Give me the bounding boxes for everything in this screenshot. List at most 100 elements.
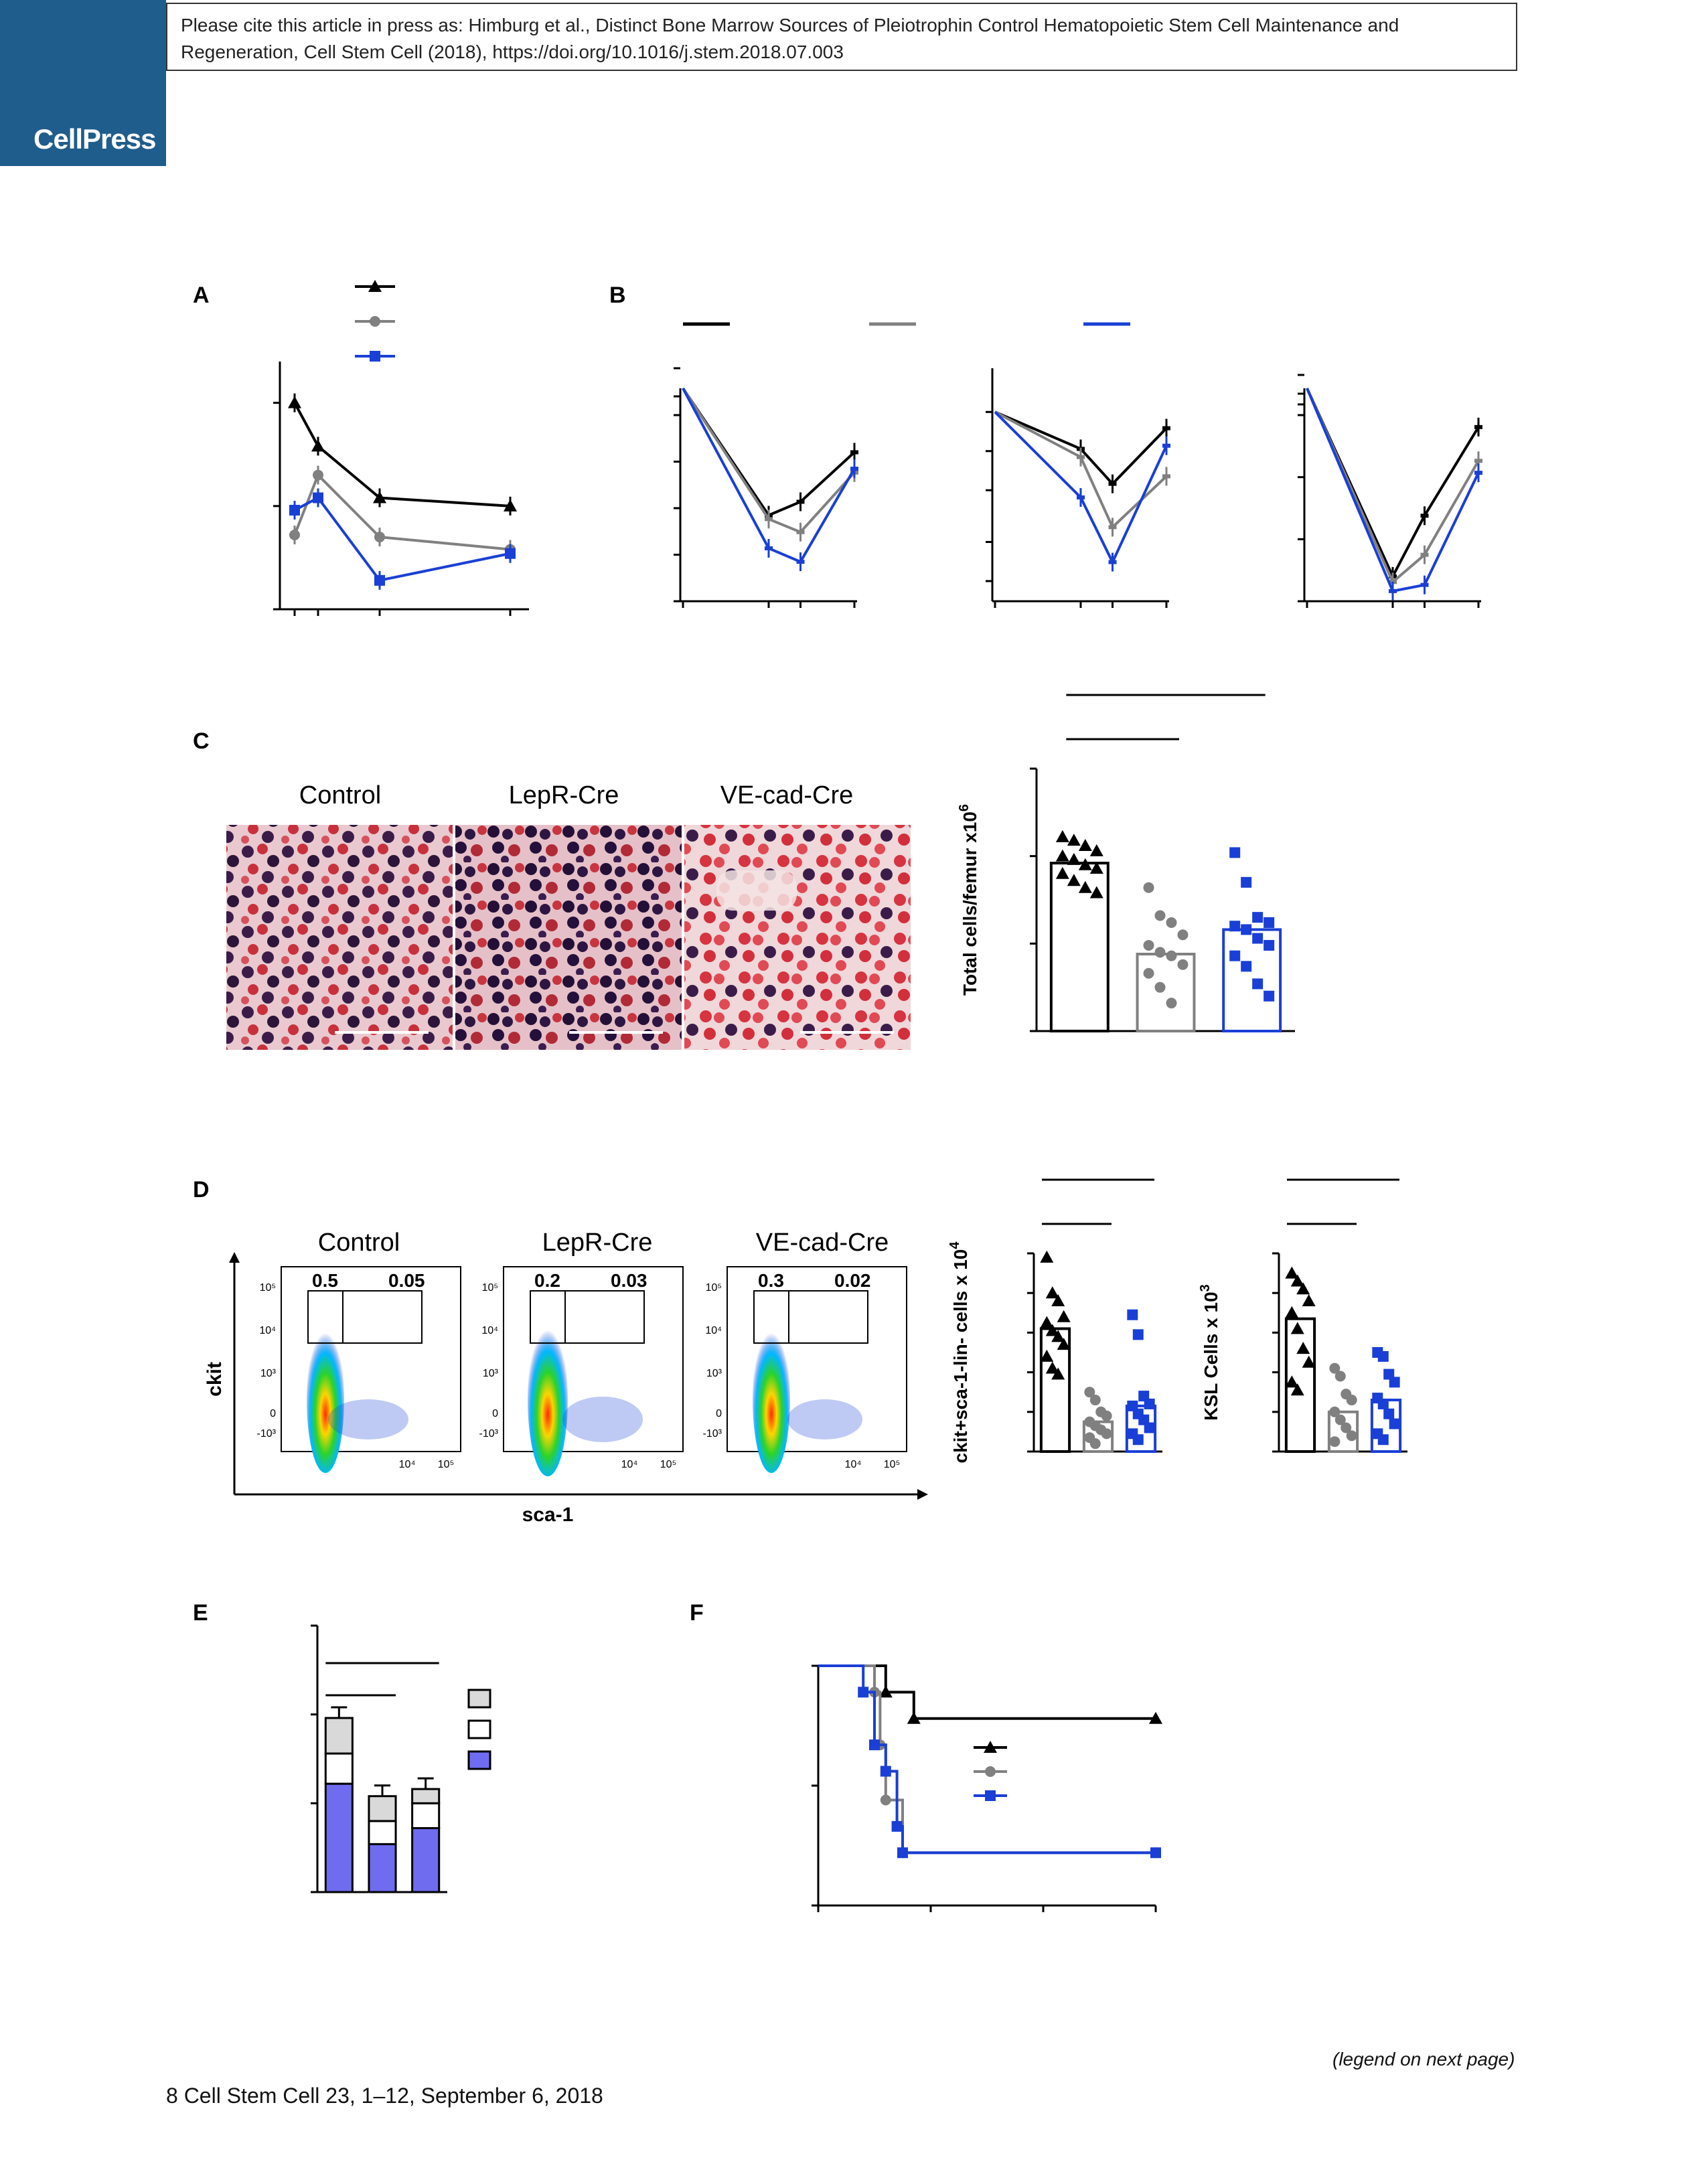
- panel-label-d: D: [193, 1177, 210, 1202]
- d-bar2-data-point: [1389, 1418, 1400, 1429]
- d-bar2-data-point: [1302, 1355, 1316, 1368]
- f-event-marker: [891, 1820, 903, 1832]
- histology-panels: Control LepR-Cre VE-cad-Cre: [226, 781, 911, 1050]
- flow-xtick-label: 10⁵: [884, 1459, 900, 1470]
- b-wbc-point: [796, 499, 805, 504]
- d-bar2-ylabel-text: KSL Cells x 10: [1201, 1292, 1221, 1420]
- d-bar2-data-point: [1285, 1306, 1299, 1318]
- flow-xtick-label: 10⁴: [845, 1459, 862, 1470]
- d-bar1-data-point: [1057, 1338, 1071, 1350]
- d-bar2-data-point: [1377, 1350, 1389, 1362]
- b-lymph-series-line: [1306, 388, 1480, 593]
- flow-plot-control: 0.5 0.05: [281, 1266, 461, 1473]
- b-neu-point: [1108, 525, 1117, 530]
- gate-value-lepr-left: 0.2: [534, 1270, 560, 1291]
- f-event-marker: [880, 1766, 891, 1777]
- c-bar-data-point: [1264, 990, 1275, 1002]
- c-bar-data-point: [1241, 876, 1252, 888]
- d-bar2-data-point: [1329, 1406, 1341, 1417]
- flow-title-vecad: VE-cad-Cre: [756, 1229, 889, 1257]
- b-wbc-series-line: [682, 387, 856, 534]
- b-wbc-series-line: [682, 388, 856, 564]
- panel-label-b: B: [609, 283, 626, 308]
- histo-title-control: Control: [299, 781, 382, 809]
- e-bar-segment: [411, 1788, 441, 1804]
- a-point: [289, 505, 300, 516]
- c-bar-data-point: [1229, 921, 1241, 932]
- c-bar-data-point: [1067, 874, 1081, 886]
- f-event-marker: [869, 1739, 880, 1751]
- b-lymph-point: [1474, 459, 1482, 463]
- b-lymph-point: [1420, 514, 1429, 518]
- flow-ytick-label: -10³: [257, 1428, 277, 1439]
- d-bar2-data-point: [1285, 1375, 1299, 1388]
- d-bar2-data-point: [1389, 1377, 1400, 1388]
- c-bar-data-point: [1055, 849, 1069, 862]
- d-bar2-data-point: [1346, 1430, 1357, 1441]
- c-bar-data-point: [1078, 858, 1092, 870]
- c-bar-data-point: [1143, 967, 1154, 979]
- flow-xtick-label: 10⁴: [399, 1459, 416, 1470]
- d-bar2-data-point: [1329, 1362, 1341, 1374]
- d-bar1-data-point: [1051, 1367, 1065, 1380]
- f-event-marker: [907, 1711, 921, 1724]
- histology-image-lepr: [455, 825, 682, 1050]
- histo-title-lepr: LepR-Cre: [509, 781, 619, 809]
- d-bar2-data-point: [1377, 1434, 1389, 1446]
- d-bar1-data-point: [1089, 1395, 1101, 1406]
- flow-xtick-label: 10⁴: [621, 1459, 638, 1470]
- d-bar1-data-point: [1101, 1428, 1112, 1439]
- gate-value-lepr-right: 0.03: [611, 1270, 647, 1291]
- d-bar1-ylabel-text: ckit+sca-1-lin- cells x 10: [950, 1249, 971, 1464]
- gate-value-control-right: 0.05: [388, 1270, 425, 1291]
- a-series-line: [293, 472, 511, 551]
- d-bar1-data-point: [1132, 1434, 1144, 1446]
- c-bar-data-point: [1067, 834, 1081, 846]
- c-bar-ylabel: Total cells/femur x106: [957, 804, 980, 996]
- c-bar-data-point: [1166, 950, 1177, 961]
- c-bar-data-point: [1143, 939, 1154, 951]
- flow-ytick-label: 0: [716, 1408, 722, 1419]
- b-neu-series-line: [994, 410, 1168, 486]
- c-bar-data-point: [1264, 939, 1275, 951]
- flow-plot-vecad: 0.3 0.02: [727, 1266, 907, 1473]
- histology-image-control: [226, 825, 453, 1050]
- panel-label-c: C: [193, 728, 210, 754]
- d-bar2-data-point: [1296, 1282, 1310, 1295]
- a-point: [311, 439, 325, 452]
- charts-layer: Total cells/femur x106 ckit+sca-1-lin- ce…: [257, 280, 1482, 1912]
- c-bar-ylabel-text: Total cells/femur x10: [960, 811, 980, 996]
- d-bar1-data-point: [1040, 1349, 1054, 1362]
- gate-value-vecad-right: 0.02: [834, 1270, 871, 1291]
- e-bar-segment: [411, 1802, 441, 1829]
- d-bar2-data-point: [1377, 1398, 1389, 1409]
- d-bar2-data-point: [1334, 1371, 1346, 1382]
- a-point: [374, 574, 385, 586]
- c-bar-data-point: [1252, 978, 1264, 990]
- b-neu-point: [1108, 481, 1117, 486]
- b-wbc-point: [765, 517, 773, 522]
- flow-title-lepr: LepR-Cre: [542, 1229, 653, 1257]
- c-bar-data-point: [1252, 933, 1264, 944]
- flow-cytometry-panels: Control LepR-Cre VE-cad-Cre ckit sca-1 0…: [204, 1229, 928, 1526]
- b-neu-point: [1077, 495, 1085, 499]
- d-bar1-data-point: [1040, 1250, 1054, 1263]
- f-legend-marker: [984, 1741, 997, 1753]
- flow-xtick-label: 10⁵: [438, 1459, 454, 1470]
- flow-ytick-label: 0: [270, 1408, 276, 1419]
- b-lymph-series-line: [1306, 388, 1480, 580]
- panel-label-a: A: [193, 283, 210, 308]
- d-bar1-data-point: [1144, 1422, 1155, 1433]
- f-survival-line: [818, 1664, 1156, 1855]
- d-bar2-data-point: [1346, 1395, 1357, 1406]
- flow-ytick-label: 10³: [260, 1368, 277, 1379]
- flow-ytick-label: 10⁵: [706, 1282, 722, 1294]
- a-point: [288, 396, 301, 408]
- page-footer: 8 Cell Stem Cell 23, 1–12, September 6, …: [166, 2084, 603, 2108]
- d-bar1-data-point: [1132, 1329, 1144, 1340]
- b-lymph-point: [1420, 552, 1429, 557]
- f-legend-marker: [985, 1766, 996, 1777]
- d-bar1-ylabel: ckit+sca-1-lin- cells x 104: [947, 1241, 971, 1464]
- c-bar-data-point: [1078, 880, 1092, 893]
- c-bar-data-point: [1154, 982, 1166, 993]
